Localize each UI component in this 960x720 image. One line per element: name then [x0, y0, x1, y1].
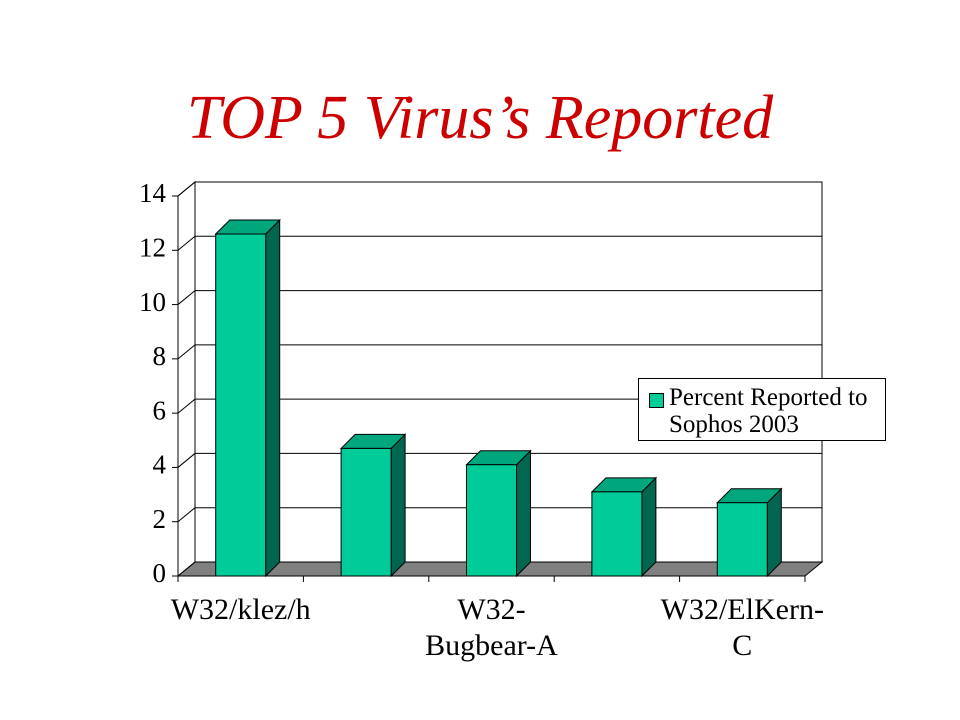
bar — [716, 502, 768, 577]
bar — [591, 491, 643, 577]
bar-side — [766, 487, 782, 578]
y-tick-label: 8 — [153, 341, 167, 371]
bar — [215, 233, 267, 577]
bar-side — [516, 449, 531, 578]
y-tick-label: 4 — [153, 450, 167, 480]
grid-line — [177, 452, 822, 468]
x-tick-label: W32/ElKern-C — [661, 593, 824, 662]
y-tick-label: 0 — [153, 558, 167, 588]
x-tick-label: W32-Bugbear-A — [425, 593, 558, 662]
bar-side — [265, 218, 281, 578]
grid-line — [177, 290, 822, 305]
y-tick-label: 2 — [153, 504, 167, 534]
bar — [340, 447, 392, 577]
legend-label: Percent Reported to Sophos 2003 — [669, 384, 868, 438]
bar — [466, 464, 517, 577]
bar-side — [390, 433, 406, 578]
x-tick-label: W32/klez/h — [171, 593, 311, 626]
grid-line — [177, 235, 822, 251]
grid-line — [177, 344, 822, 360]
y-tick-label: 14 — [139, 178, 167, 208]
chart-title: TOP 5 Virus’s Reported — [187, 84, 774, 152]
legend-swatch — [649, 393, 664, 408]
y-tick-label: 12 — [139, 232, 166, 262]
grid-line — [177, 398, 822, 414]
grid-line — [177, 181, 822, 197]
side-wall — [177, 180, 196, 578]
legend: Percent Reported to Sophos 2003 — [638, 378, 886, 441]
bar-side — [641, 476, 657, 578]
y-tick-label: 6 — [153, 395, 167, 425]
y-tick-label: 10 — [139, 287, 166, 317]
